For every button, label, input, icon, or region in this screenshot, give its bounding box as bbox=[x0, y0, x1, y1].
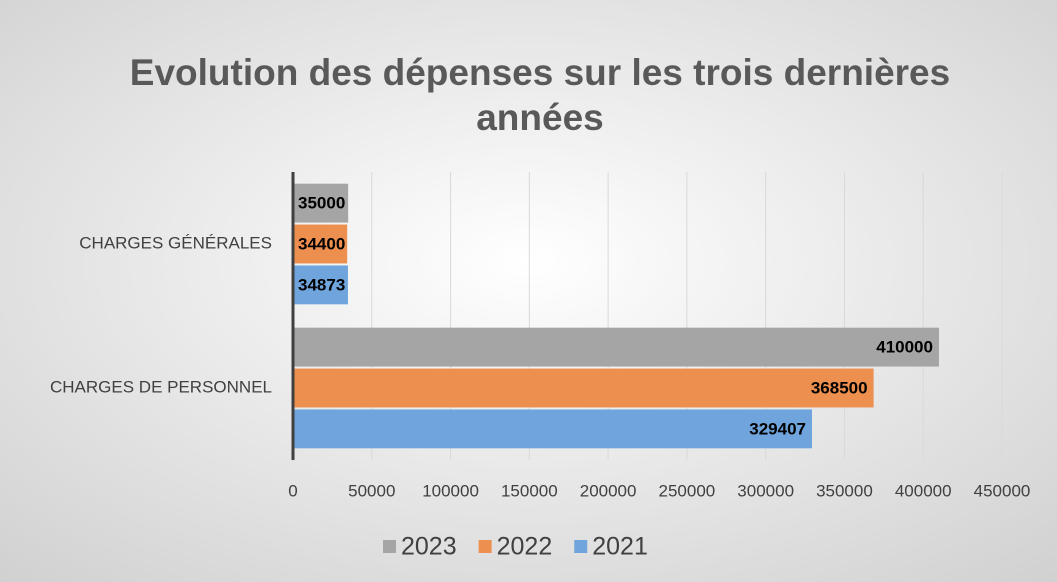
x-tick-label: 400000 bbox=[895, 481, 952, 500]
bar bbox=[293, 183, 349, 223]
bar bbox=[293, 409, 812, 449]
x-tick-label: 150000 bbox=[501, 481, 558, 500]
legend-label: 2023 bbox=[401, 533, 457, 561]
data-label: 34400 bbox=[298, 234, 345, 253]
y-tick-label: CHARGES DE PERSONNEL bbox=[50, 377, 272, 396]
x-tick-label: 0 bbox=[288, 481, 297, 500]
x-tick-label: 200000 bbox=[580, 481, 637, 500]
data-label: 410000 bbox=[876, 338, 933, 357]
x-tick-label: 50000 bbox=[348, 481, 395, 500]
data-label: 35000 bbox=[298, 194, 345, 213]
x-tick-label: 250000 bbox=[659, 481, 716, 500]
bar bbox=[293, 327, 939, 367]
bar bbox=[293, 368, 874, 408]
legend-swatch bbox=[478, 540, 492, 553]
data-label: 368500 bbox=[811, 378, 868, 397]
chart-title: Evolution des dépenses sur les trois der… bbox=[130, 52, 950, 138]
legend-label: 2021 bbox=[592, 533, 648, 561]
y-tick-label: CHARGES GÉNÉRALES bbox=[79, 233, 272, 252]
x-tick-label: 450000 bbox=[974, 481, 1031, 500]
bar bbox=[293, 265, 348, 305]
x-tick-label: 300000 bbox=[737, 481, 794, 500]
bar bbox=[293, 224, 348, 264]
legend-swatch bbox=[383, 540, 396, 553]
data-label: 34873 bbox=[298, 275, 345, 294]
x-tick-label: 100000 bbox=[422, 481, 479, 500]
legend-label: 2022 bbox=[497, 533, 553, 561]
legend-swatch bbox=[574, 540, 588, 553]
data-label: 329407 bbox=[749, 419, 806, 438]
x-tick-label: 350000 bbox=[816, 481, 873, 500]
